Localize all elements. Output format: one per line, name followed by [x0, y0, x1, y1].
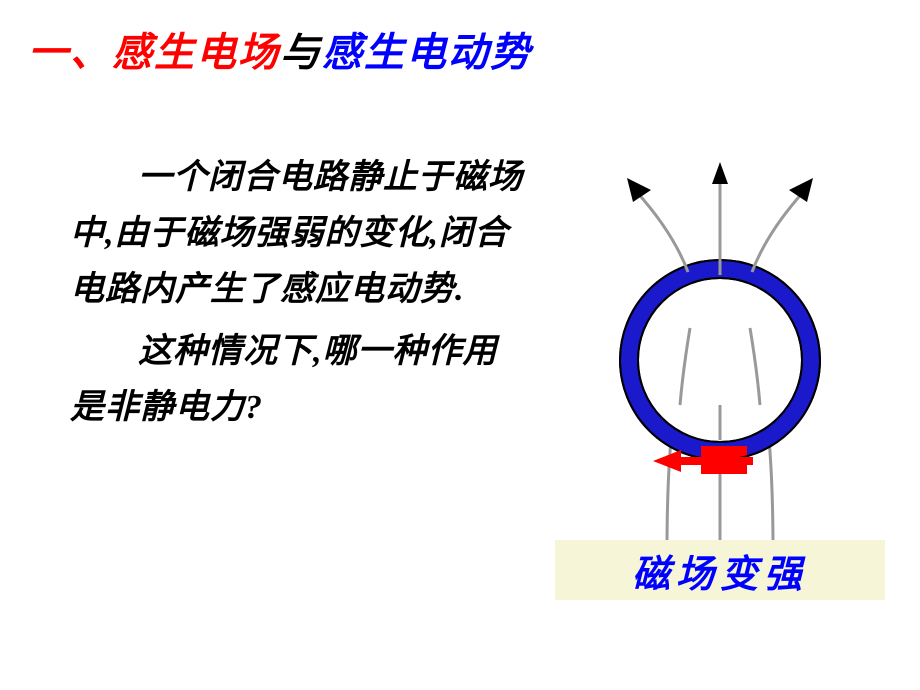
title-black: 与	[280, 30, 322, 75]
title-red: 一、感生电场	[28, 30, 280, 75]
title-blue: 感生电动势	[322, 30, 532, 75]
paragraph-1: 一个闭合电路静止于磁场中,由于磁场强弱的变化,闭合电路内产生了感应电动势.	[70, 150, 530, 318]
body-text: 一个闭合电路静止于磁场中,由于磁场强弱的变化,闭合电路内产生了感应电动势. 这种…	[70, 150, 530, 442]
caption-text: 磁场变强	[632, 543, 808, 598]
figure-magnetic-ring	[555, 150, 885, 580]
paragraph-2: 这种情况下,哪一种作用是非静电力?	[70, 324, 530, 436]
caption-box: 磁场变强	[555, 540, 885, 600]
slide-title: 一、感生电场与感生电动势	[28, 20, 532, 78]
